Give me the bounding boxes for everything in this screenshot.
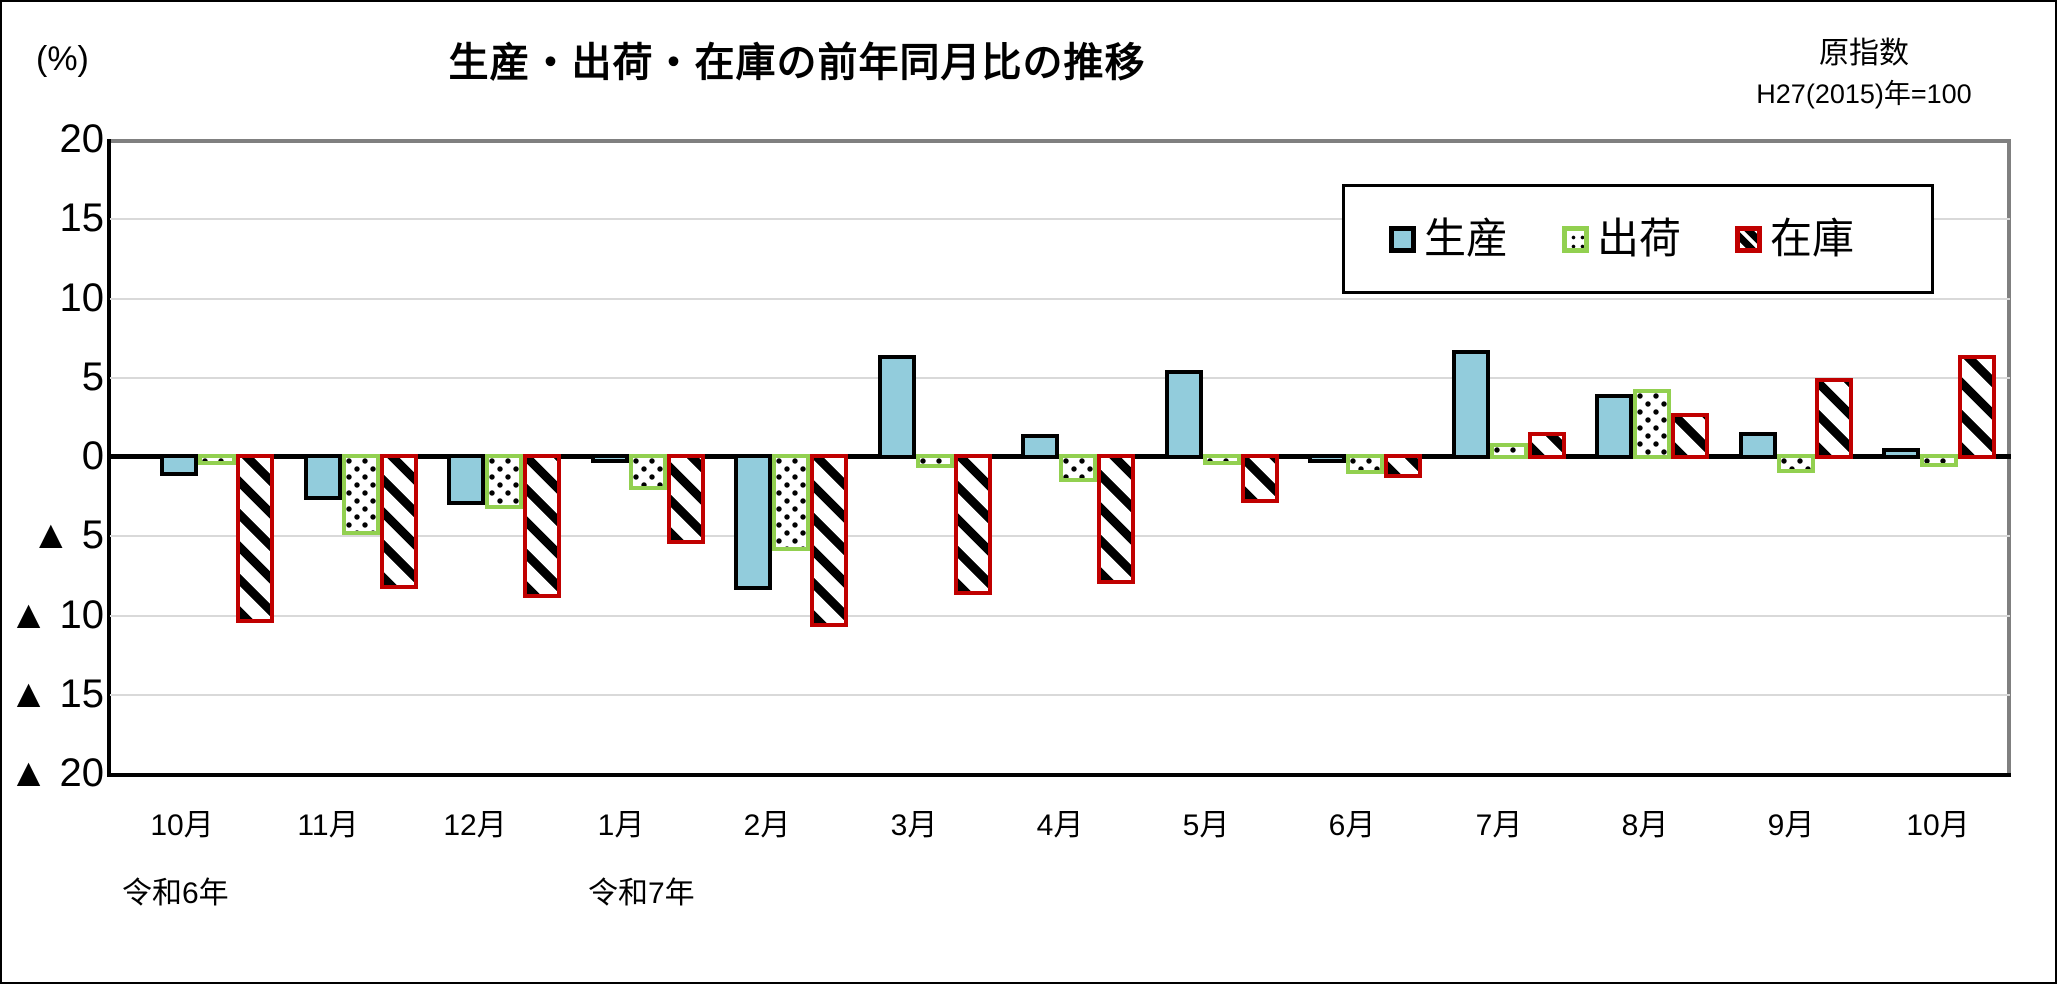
x-axis-line [107, 773, 2011, 777]
bar-inventory-9 [1528, 432, 1566, 459]
bar-production-11 [1739, 432, 1777, 459]
y-tick-label-10: 10 [59, 276, 105, 320]
bar-inventory-3 [667, 454, 705, 544]
y-tick-label-20: 20 [59, 117, 105, 161]
gridline-y10 [110, 298, 2010, 300]
legend-label-inventory: 在庫 [1770, 215, 1855, 262]
y-tick-label--5: ▲ 5 [31, 513, 104, 557]
bar-production-2 [447, 454, 485, 505]
x-tick-label-9: 7月 [1475, 809, 1523, 842]
bar-production-3 [591, 454, 629, 463]
bar-production-5 [878, 355, 916, 459]
bar-production-9 [1452, 350, 1490, 459]
legend-swatch-production [1389, 225, 1416, 253]
bar-inventory-8 [1384, 454, 1422, 478]
x-tick-label-11: 9月 [1767, 809, 1815, 842]
era-label-reiwa7: 令和7年 [588, 877, 695, 910]
y-tick-label--20: ▲ 20 [8, 751, 104, 795]
x-tick-label-3: 1月 [597, 809, 645, 842]
y-tick-label-5: 5 [81, 355, 104, 399]
bar-inventory-4 [810, 454, 848, 627]
y-tick-label--15: ▲ 15 [8, 672, 104, 716]
bar-shipment-10 [1633, 389, 1671, 459]
plot-border-top [109, 139, 2011, 143]
bar-inventory-1 [380, 454, 418, 589]
legend-item-shipment: 出荷 [1562, 218, 1681, 260]
bar-shipment-11 [1777, 454, 1815, 473]
x-tick-label-8: 6月 [1328, 809, 1376, 842]
y-axis-unit-label: (%) [36, 40, 89, 78]
gridline-y5 [110, 377, 2010, 379]
bar-shipment-0 [198, 454, 236, 465]
bar-shipment-2 [485, 454, 523, 509]
x-tick-label-1: 11月 [297, 809, 359, 842]
bar-inventory-10 [1671, 413, 1709, 459]
y-tick-label--10: ▲ 10 [8, 593, 104, 637]
bar-shipment-9 [1490, 443, 1528, 459]
x-tick-label-0: 10月 [150, 809, 214, 842]
bar-inventory-11 [1815, 378, 1853, 459]
y-tick-label-0: 0 [81, 434, 104, 478]
x-tick-label-12: 10月 [1906, 809, 1970, 842]
x-tick-label-7: 5月 [1182, 809, 1230, 842]
bar-inventory-6 [1097, 454, 1135, 584]
legend-swatch-shipment [1562, 225, 1590, 253]
legend-label-shipment: 出荷 [1597, 215, 1682, 262]
bar-production-12 [1882, 448, 1920, 459]
bar-inventory-7 [1241, 454, 1279, 503]
bar-shipment-1 [342, 454, 380, 535]
gridline-y15 [110, 218, 2010, 220]
bar-shipment-4 [772, 454, 810, 551]
x-tick-label-10: 8月 [1621, 809, 1669, 842]
chart-title: 生産・出荷・在庫の前年同月比の推移 [448, 41, 1146, 85]
x-tick-label-2: 12月 [443, 809, 507, 842]
bar-shipment-7 [1203, 454, 1241, 465]
bar-shipment-6 [1059, 454, 1097, 482]
bar-production-6 [1021, 434, 1059, 459]
legend-item-inventory: 在庫 [1735, 218, 1854, 260]
y-tick-label-15: 15 [59, 196, 105, 240]
bar-shipment-3 [629, 454, 667, 490]
legend: 生産 出荷 在庫 [1342, 184, 1934, 294]
bar-production-10 [1595, 394, 1633, 459]
bar-production-8 [1308, 454, 1346, 463]
x-tick-label-5: 3月 [890, 809, 938, 842]
bar-production-0 [160, 454, 198, 476]
gridline-y-5 [110, 535, 2010, 537]
era-label-reiwa6: 令和6年 [122, 877, 229, 910]
legend-swatch-inventory [1735, 225, 1763, 253]
bar-shipment-8 [1346, 454, 1384, 474]
bar-shipment-12 [1920, 454, 1958, 467]
index-note-line2: H27(2015)年=100 [1756, 79, 1972, 109]
bar-shipment-5 [916, 454, 954, 468]
bar-production-1 [304, 454, 342, 500]
x-tick-label-6: 4月 [1036, 809, 1084, 842]
gridline-y-15 [110, 694, 2010, 696]
bar-inventory-5 [954, 454, 992, 595]
bar-inventory-2 [523, 454, 561, 598]
index-note-line1: 原指数 [1819, 37, 1909, 70]
bar-production-4 [734, 454, 772, 590]
bar-inventory-12 [1958, 355, 1996, 459]
legend-label-production: 生産 [1424, 215, 1509, 262]
legend-item-production: 生産 [1389, 218, 1508, 260]
x-tick-label-4: 2月 [743, 809, 791, 842]
bar-inventory-0 [236, 454, 274, 623]
bar-production-7 [1165, 370, 1203, 459]
gridline-y-10 [110, 615, 2010, 617]
